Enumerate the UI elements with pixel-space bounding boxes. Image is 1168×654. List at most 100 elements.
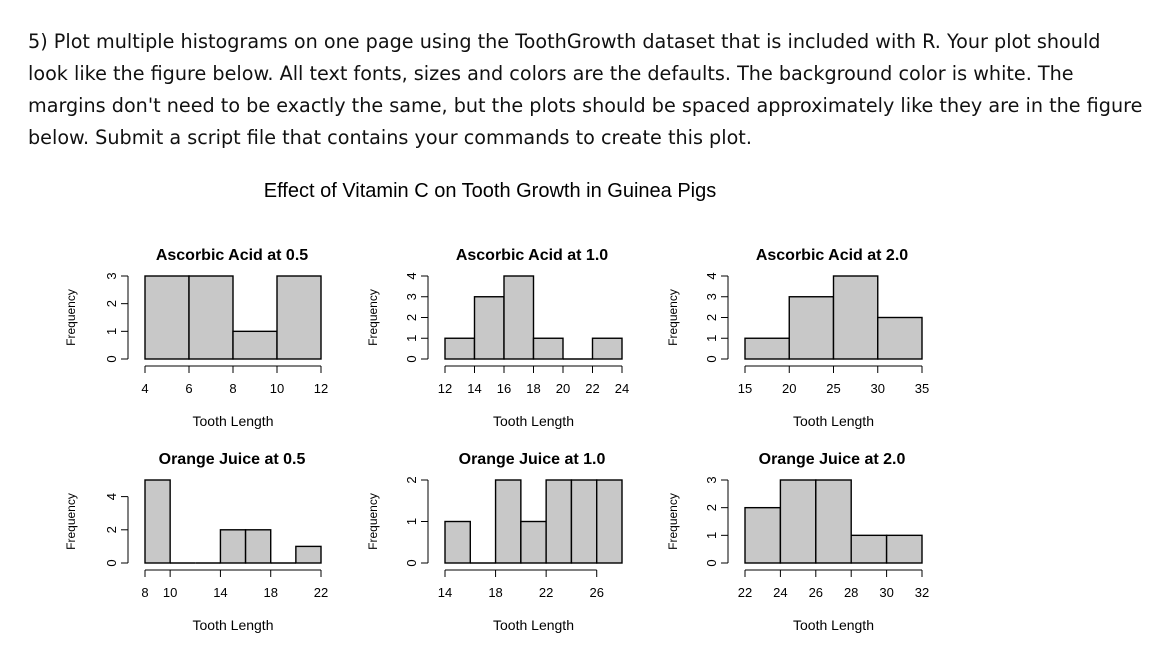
x-axis-label: Tooth Length	[193, 413, 274, 429]
x-tick-label: 28	[844, 585, 858, 600]
histogram-bar	[570, 479, 598, 564]
y-axis-label: Frequency	[366, 289, 380, 346]
y-axis-label: Frequency	[666, 289, 680, 346]
histogram-bar	[744, 506, 782, 564]
histogram-bar	[503, 275, 535, 360]
histogram-title: Orange Juice at 2.0	[759, 451, 906, 468]
histogram-bar	[885, 534, 923, 564]
y-axis-label: Frequency	[64, 289, 78, 346]
histogram-bar	[520, 520, 547, 564]
y-tick-label: 4	[704, 272, 719, 279]
y-axis-label: Frequency	[64, 493, 78, 550]
x-tick-label: 24	[773, 585, 787, 600]
y-tick-label: 3	[104, 272, 119, 279]
histogram-bar	[744, 337, 790, 360]
histogram-panel-5: Orange Juice at 1.0 14 18 22 26 Tooth Length 0…	[366, 451, 623, 633]
question-text: 5) Plot multiple histograms on one page …	[28, 30, 1143, 149]
histogram-title: Orange Juice at 1.0	[459, 451, 606, 468]
histogram-bar	[494, 479, 522, 564]
histogram-bar	[832, 275, 879, 360]
y-tick-label: 1	[404, 518, 419, 525]
y-tick-label: 2	[704, 504, 719, 511]
x-tick-label: 25	[826, 381, 840, 396]
y-tick-label: 0	[404, 559, 419, 566]
x-axis-label: Tooth Length	[493, 413, 574, 429]
histogram-bar	[144, 275, 190, 360]
x-tick-label: 18	[488, 585, 502, 600]
x-axis-label: Tooth Length	[793, 617, 874, 633]
y-tick-label: 4	[404, 272, 419, 279]
y-tick-label: 2	[404, 476, 419, 483]
y-tick-label: 0	[704, 355, 719, 362]
y-tick-label: 2	[704, 314, 719, 321]
y-tick-label: 1	[404, 335, 419, 342]
y-tick-label: 3	[704, 293, 719, 300]
x-tick-label: 14	[438, 585, 452, 600]
x-tick-label: 14	[467, 381, 481, 396]
histogram-bar	[232, 330, 278, 360]
histogram-bar	[219, 529, 247, 564]
y-tick-label: 1	[704, 532, 719, 539]
x-tick-label: 4	[141, 381, 148, 396]
x-tick-label: 10	[163, 585, 177, 600]
histogram-bar	[444, 337, 476, 360]
x-axis-label: Tooth Length	[793, 413, 874, 429]
histogram-title: Ascorbic Acid at 0.5	[156, 247, 308, 264]
x-tick-label: 18	[526, 381, 540, 396]
x-tick-label: 10	[270, 381, 284, 396]
y-tick-label: 0	[104, 559, 119, 566]
x-tick-label: 30	[879, 585, 893, 600]
histogram-bar	[779, 479, 817, 564]
histogram-bar	[444, 520, 471, 564]
histogram-bar	[473, 296, 505, 360]
x-tick-label: 14	[213, 585, 227, 600]
x-tick-label: 32	[915, 585, 929, 600]
histogram-panel-2: Ascorbic Acid at 1.012 14 16 18 20 22 24Tooth …	[366, 247, 629, 429]
x-tick-label: 26	[589, 585, 603, 600]
histogram-title: Orange Juice at 0.5	[159, 451, 306, 468]
y-axis-label: Frequency	[666, 493, 680, 550]
x-tick-label: 35	[915, 381, 929, 396]
y-axis-label: Frequency	[366, 493, 380, 550]
x-tick-label: 6	[185, 381, 192, 396]
x-tick-label: 26	[809, 585, 823, 600]
histogram-bar	[596, 479, 623, 564]
histogram-title: Ascorbic Acid at 2.0	[756, 247, 908, 264]
x-tick-label: 15	[738, 381, 752, 396]
y-tick-label: 0	[404, 355, 419, 362]
histogram-bar	[244, 529, 272, 564]
histogram-bar	[188, 275, 234, 360]
x-tick-label: 22	[738, 585, 752, 600]
histogram-bar	[295, 545, 322, 564]
histogram-bar	[144, 479, 171, 564]
x-tick-label: 20	[782, 381, 796, 396]
histogram-bar	[532, 337, 564, 360]
x-tick-label: 22	[539, 585, 553, 600]
y-tick-label: 4	[104, 493, 119, 500]
y-tick-label: 0	[704, 559, 719, 566]
x-tick-label: 30	[871, 381, 885, 396]
histogram-bar	[788, 296, 835, 360]
x-tick-label: 8	[141, 585, 148, 600]
figure-title: Effect of Vitamin C on Tooth Growth in G…	[264, 180, 716, 202]
x-tick-label: 20	[556, 381, 570, 396]
y-tick-label: 2	[104, 300, 119, 307]
histogram-panel-4: Orange Juice at 0.5 8 10 14 18 22 Tooth Length…	[64, 451, 328, 633]
y-tick-label: 3	[404, 293, 419, 300]
x-axis-label: Tooth Length	[493, 617, 574, 633]
histogram-bar	[545, 479, 573, 564]
x-tick-label: 12	[314, 381, 328, 396]
y-tick-label: 3	[704, 476, 719, 483]
x-tick-label: 8	[229, 381, 236, 396]
y-tick-label: 1	[104, 328, 119, 335]
histogram-bar	[591, 337, 623, 360]
y-tick-label: 0	[104, 355, 119, 362]
y-tick-label: 2	[104, 526, 119, 533]
x-tick-label: 22	[314, 585, 328, 600]
histogram-title: Ascorbic Acid at 1.0	[456, 247, 608, 264]
